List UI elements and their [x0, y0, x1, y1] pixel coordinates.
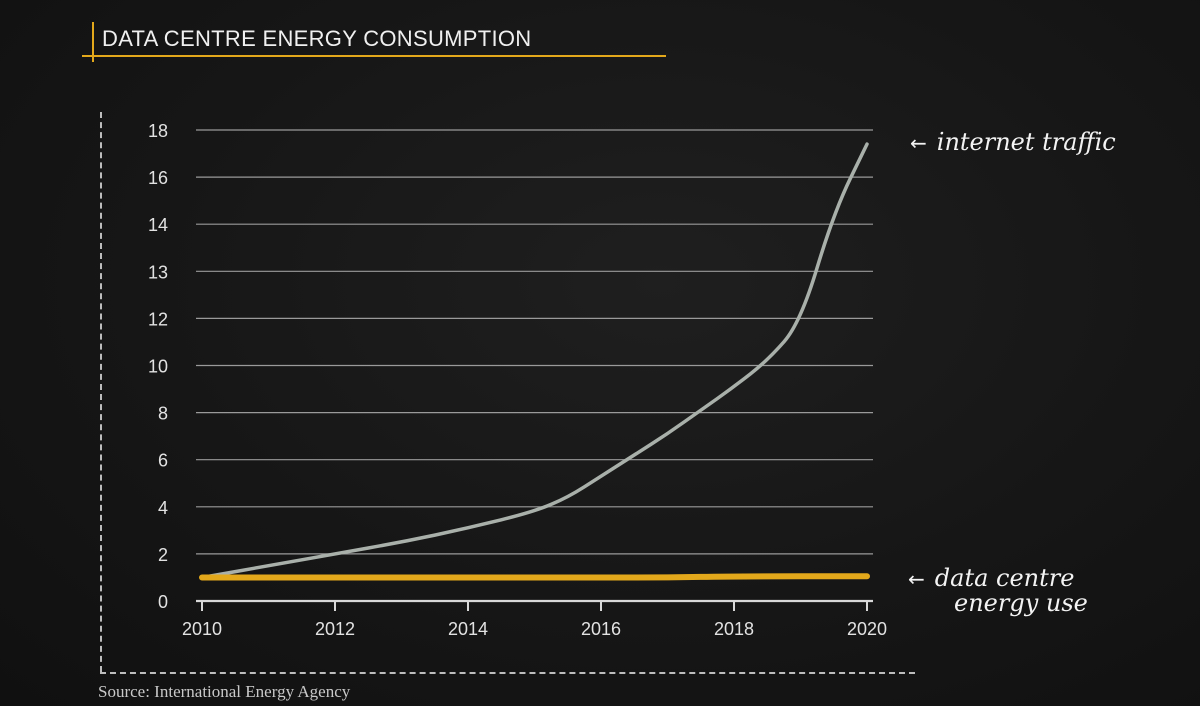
title-underline	[82, 55, 666, 57]
internet-traffic-series-line	[200, 142, 869, 580]
y-tick-label: 10	[148, 357, 168, 377]
arrow-left-icon: ←	[910, 131, 927, 155]
frame-left-dashed	[100, 112, 102, 672]
y-tick-label: 0	[158, 592, 168, 612]
source-note: Source: International Energy Agency	[98, 682, 351, 701]
y-tick-label: 16	[148, 168, 168, 188]
energy-use-annotation: ← data centre energy use	[908, 566, 1088, 615]
x-tick-label: 2014	[448, 619, 488, 639]
y-tick-label: 8	[158, 404, 168, 424]
x-tick-label: 2010	[182, 619, 222, 639]
energy-use-label-line1: data centre	[934, 564, 1075, 592]
x-tick-label: 2018	[714, 619, 754, 639]
energy-use-series-line	[199, 573, 870, 581]
arrow-left-icon: ←	[908, 567, 925, 591]
internet-traffic-label: internet traffic	[936, 128, 1116, 156]
chart-title: DATA CENTRE ENERGY CONSUMPTION	[102, 26, 532, 51]
x-tick-label: 2020	[847, 619, 887, 639]
x-tick-label: 2016	[581, 619, 621, 639]
y-tick-label: 4	[158, 498, 168, 518]
title-accent-bar	[92, 22, 94, 62]
y-tick-label: 12	[148, 309, 168, 329]
x-tick-label: 2012	[315, 619, 355, 639]
y-tick-label: 13	[148, 262, 168, 282]
y-tick-label: 2	[158, 545, 168, 565]
y-tick-label: 14	[148, 215, 168, 235]
frame-bottom-dashed	[100, 672, 915, 674]
title-block: DATA CENTRE ENERGY CONSUMPTION	[82, 22, 666, 62]
y-tick-label: 6	[158, 451, 168, 471]
energy-use-label-line2: energy use	[954, 589, 1088, 617]
y-tick-label: 18	[148, 121, 168, 141]
internet-traffic-annotation: ← internet traffic	[910, 128, 1116, 156]
